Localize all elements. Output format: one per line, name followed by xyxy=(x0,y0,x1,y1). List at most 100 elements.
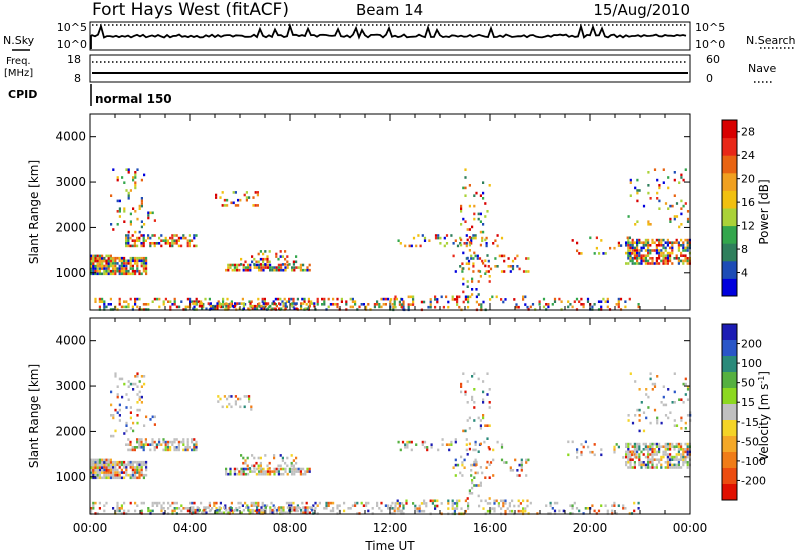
echo-cell xyxy=(175,239,178,242)
echo-cell xyxy=(118,471,121,474)
echo-cell xyxy=(638,458,641,461)
echo-cell xyxy=(649,223,652,226)
echo-cell xyxy=(675,215,679,218)
echo-cell xyxy=(629,178,632,182)
echo-cell xyxy=(116,463,119,467)
echo-cell xyxy=(627,461,630,464)
velocity-ylabel: Slant Range [km] xyxy=(27,364,41,468)
echo-cell xyxy=(261,501,264,505)
echo-cell xyxy=(123,305,126,309)
echo-cell xyxy=(580,297,583,301)
echo-cell xyxy=(251,511,254,515)
echo-cell xyxy=(684,246,687,250)
echo-cell xyxy=(485,270,488,273)
echo-cell xyxy=(195,300,198,303)
echo-cell xyxy=(504,502,507,505)
echo-cell xyxy=(169,242,172,245)
echo-cell xyxy=(136,305,139,309)
power-x-ticks xyxy=(89,114,691,310)
echo-cell xyxy=(613,450,616,454)
echo-cell xyxy=(656,191,659,195)
echo-cell xyxy=(682,401,685,404)
echo-cell xyxy=(105,267,108,270)
echo-cell xyxy=(109,259,112,263)
echo-cell xyxy=(129,501,132,505)
freq-panel: 18 8 60 0 Freq. [MHz] CPID Nave xyxy=(4,53,776,101)
echo-cell xyxy=(116,471,119,474)
echo-cell xyxy=(669,251,672,255)
echo-cell xyxy=(138,466,141,469)
echo-cell xyxy=(671,244,674,247)
echo-cell xyxy=(253,266,256,269)
echo-cell xyxy=(653,450,656,454)
echo-cell xyxy=(273,470,276,473)
echo-cell xyxy=(680,448,683,451)
echo-cell xyxy=(284,250,287,253)
echo-cell xyxy=(467,267,471,271)
echo-cell xyxy=(467,262,471,265)
echo-cell xyxy=(527,270,530,273)
echo-cell xyxy=(166,440,169,444)
echo-cell xyxy=(454,474,457,477)
echo-cell xyxy=(660,251,663,255)
echo-cell xyxy=(92,458,95,462)
freq-label-line2: [MHz] xyxy=(4,68,33,79)
echo-cell xyxy=(487,265,490,268)
echo-cell xyxy=(658,238,661,242)
echo-cell xyxy=(671,458,674,461)
echo-cell xyxy=(175,446,178,449)
echo-cell xyxy=(142,259,145,263)
echo-cell xyxy=(462,372,465,375)
echo-cell xyxy=(114,262,117,265)
echo-cell xyxy=(151,504,154,507)
echo-cell xyxy=(434,499,437,503)
x-tick-label: 12:00 xyxy=(373,521,408,535)
echo-cell xyxy=(269,304,272,308)
echo-cell xyxy=(251,454,254,457)
echo-cell xyxy=(686,466,689,469)
echo-cell xyxy=(475,191,478,195)
echo-cell xyxy=(376,504,379,507)
echo-cell xyxy=(118,403,121,407)
echo-cell xyxy=(209,307,212,311)
echo-cell xyxy=(171,443,174,446)
echo-cell xyxy=(677,241,680,244)
echo-cell xyxy=(114,463,117,467)
echo-cell xyxy=(291,472,294,476)
echo-cell xyxy=(158,438,161,441)
echo-cell xyxy=(295,456,298,460)
echo-cell xyxy=(678,181,681,184)
echo-cell xyxy=(129,297,132,301)
echo-cell xyxy=(118,297,121,301)
echo-cell xyxy=(242,302,245,305)
echo-cell xyxy=(288,504,291,507)
echo-cell xyxy=(123,460,126,464)
echo-cell xyxy=(461,474,464,477)
echo-cell xyxy=(600,305,603,309)
echo-cell xyxy=(664,453,667,456)
echo-cell xyxy=(120,460,123,464)
echo-cell xyxy=(263,504,266,507)
echo-cell xyxy=(474,458,477,462)
echo-cell xyxy=(103,458,106,462)
echo-cell xyxy=(261,504,264,507)
echo-cell xyxy=(496,244,499,248)
echo-cell xyxy=(195,443,198,446)
echo-cell xyxy=(256,508,259,512)
echo-cell xyxy=(473,251,476,255)
echo-cell xyxy=(677,463,680,467)
echo-cell xyxy=(682,262,685,265)
echo-cell xyxy=(394,305,397,309)
echo-cell xyxy=(123,207,126,210)
echo-cell xyxy=(272,300,275,303)
echo-cell xyxy=(686,241,689,244)
echo-cell xyxy=(260,472,263,476)
echo-cell xyxy=(464,298,467,301)
echo-cell xyxy=(101,272,104,276)
echo-cell xyxy=(260,511,263,515)
echo-cell xyxy=(238,263,241,267)
echo-cell xyxy=(472,265,475,268)
echo-cell xyxy=(255,472,258,476)
echo-cell xyxy=(354,303,357,306)
echo-cell xyxy=(120,262,123,265)
